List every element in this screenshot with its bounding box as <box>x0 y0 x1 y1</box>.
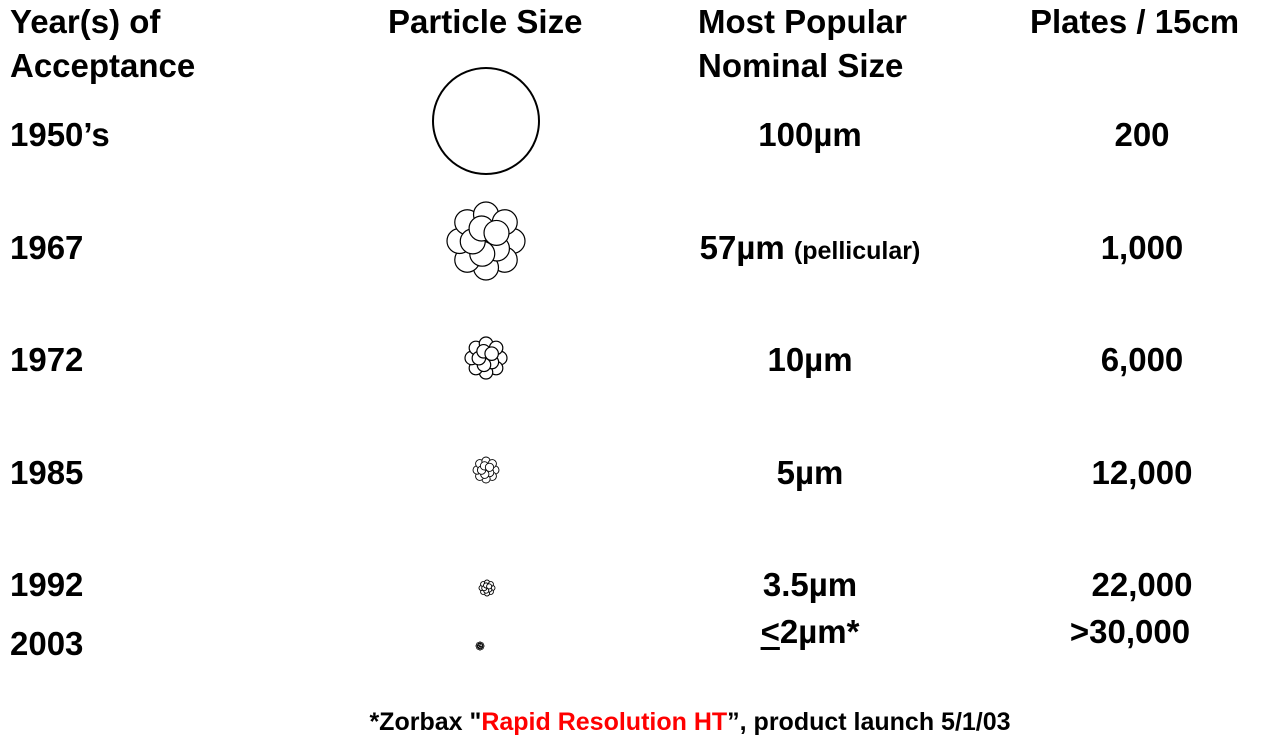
row-plates: 12,000 <box>1091 454 1193 491</box>
footnote-highlight: Rapid Resolution HT <box>481 708 728 736</box>
header-nominal-size: Most Popular Nominal Size <box>698 0 907 88</box>
row-plates: 200 <box>1114 116 1170 153</box>
row-plates: 1,000 <box>1100 229 1184 266</box>
row-year: 1992 <box>10 566 84 603</box>
header-nominal-line2: Nominal Size <box>698 47 904 84</box>
row-year: 1950’s <box>10 116 110 153</box>
row-nominal-size-wrap: <2µm* <box>761 612 860 652</box>
particle-sphere <box>479 643 483 647</box>
row-nominal-size: 3.5µm <box>762 566 858 603</box>
row-nominal-size: 5µm <box>776 454 844 491</box>
footnote-text-before: *Zorbax " <box>369 708 482 736</box>
particle-sphere <box>484 346 499 361</box>
particle-sphere <box>486 583 493 590</box>
particle-cluster-icon <box>472 456 500 484</box>
header-nominal-line1: Most Popular <box>698 3 908 40</box>
particle-cluster-icon <box>446 201 526 281</box>
row-nominal-size: 100µm <box>758 116 862 153</box>
header-year-line2: Acceptance <box>10 47 196 84</box>
row-plates: 6,000 <box>1100 341 1184 378</box>
row-year: 2003 <box>10 625 84 662</box>
row-nominal-note: (pellicular) <box>793 237 921 265</box>
row-year: 1972 <box>10 341 84 378</box>
header-particle-size: Particle Size <box>388 3 583 40</box>
row-year: 1967 <box>10 229 84 266</box>
particle-sphere <box>483 219 510 246</box>
header-year: Year(s) of Acceptance <box>10 0 195 88</box>
particle-icon <box>432 67 540 175</box>
particle-cluster-icon <box>478 579 496 597</box>
footnote: *Zorbax "Rapid Resolution HT”, product l… <box>0 704 1262 740</box>
row-year: 1985 <box>10 454 84 491</box>
header-year-line1: Year(s) of <box>10 3 161 40</box>
row-nominal-size: 10µm <box>767 341 853 378</box>
header-plates: Plates / 15cm <box>1030 3 1240 40</box>
row-plates: 22,000 <box>1091 566 1193 603</box>
particle-sphere <box>484 462 495 472</box>
row-plates: >30,000 <box>1069 613 1191 650</box>
footnote-text-after: ”, product launch 5/1/03 <box>727 708 1011 736</box>
row-nominal-size: 2µm* <box>779 613 860 650</box>
row-nominal-size-prefix: < <box>760 613 780 650</box>
row-nominal-size: 57µm <box>699 229 785 266</box>
particle-cluster-icon <box>475 641 485 651</box>
row-nominal-size-wrap: 57µm (pellicular) <box>700 228 921 271</box>
particle-cluster-icon <box>464 336 508 380</box>
